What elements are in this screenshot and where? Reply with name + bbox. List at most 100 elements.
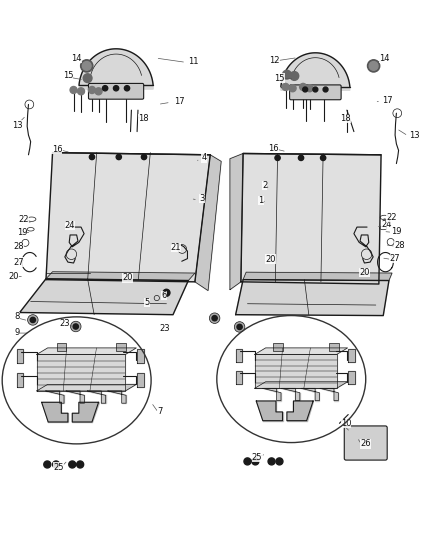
Text: 11: 11 bbox=[188, 57, 199, 66]
Circle shape bbox=[321, 155, 326, 160]
Circle shape bbox=[77, 461, 84, 468]
Circle shape bbox=[113, 86, 119, 91]
Circle shape bbox=[369, 61, 378, 70]
Text: 10: 10 bbox=[341, 419, 351, 428]
Text: 24: 24 bbox=[65, 221, 75, 230]
Polygon shape bbox=[320, 389, 338, 401]
Circle shape bbox=[323, 87, 328, 92]
Circle shape bbox=[28, 314, 38, 325]
Circle shape bbox=[303, 87, 307, 92]
Circle shape bbox=[78, 88, 85, 95]
Text: 25: 25 bbox=[252, 453, 262, 462]
Polygon shape bbox=[17, 350, 23, 362]
Polygon shape bbox=[348, 349, 355, 362]
Circle shape bbox=[95, 88, 102, 95]
Text: 19: 19 bbox=[17, 228, 27, 237]
Text: 27: 27 bbox=[390, 254, 400, 263]
Text: 18: 18 bbox=[340, 114, 350, 123]
Circle shape bbox=[82, 61, 91, 70]
Circle shape bbox=[141, 155, 147, 159]
Text: 17: 17 bbox=[174, 97, 185, 106]
Text: 15: 15 bbox=[274, 74, 285, 83]
Polygon shape bbox=[46, 272, 195, 280]
Text: 13: 13 bbox=[410, 131, 420, 140]
Text: 27: 27 bbox=[13, 257, 24, 266]
Circle shape bbox=[71, 321, 81, 332]
Polygon shape bbox=[237, 349, 242, 362]
Text: 7: 7 bbox=[157, 407, 162, 416]
Text: 2: 2 bbox=[262, 181, 267, 190]
Text: 13: 13 bbox=[12, 120, 23, 130]
Text: 23: 23 bbox=[160, 324, 170, 333]
Circle shape bbox=[290, 71, 299, 80]
Circle shape bbox=[44, 461, 51, 468]
Polygon shape bbox=[46, 391, 64, 403]
Text: 16: 16 bbox=[268, 144, 279, 153]
Text: 8: 8 bbox=[14, 312, 19, 321]
Text: 1: 1 bbox=[258, 196, 264, 205]
FancyBboxPatch shape bbox=[290, 85, 341, 100]
Polygon shape bbox=[243, 272, 392, 280]
Circle shape bbox=[212, 316, 217, 321]
Text: 4: 4 bbox=[201, 154, 207, 163]
Polygon shape bbox=[236, 280, 389, 316]
Text: 28: 28 bbox=[13, 243, 24, 251]
Text: 15: 15 bbox=[63, 71, 73, 80]
Text: 22: 22 bbox=[18, 215, 29, 224]
Polygon shape bbox=[287, 401, 313, 421]
Text: 25: 25 bbox=[53, 463, 64, 472]
Polygon shape bbox=[46, 152, 210, 282]
Polygon shape bbox=[72, 402, 99, 422]
Circle shape bbox=[306, 85, 313, 92]
Polygon shape bbox=[20, 279, 188, 314]
Circle shape bbox=[234, 322, 245, 332]
FancyBboxPatch shape bbox=[344, 426, 387, 460]
Circle shape bbox=[81, 60, 93, 72]
Text: 20: 20 bbox=[123, 273, 133, 282]
Text: 12: 12 bbox=[269, 56, 280, 65]
Circle shape bbox=[124, 86, 130, 91]
Text: 20: 20 bbox=[359, 268, 370, 277]
Text: 26: 26 bbox=[360, 439, 371, 448]
Circle shape bbox=[276, 458, 283, 465]
Polygon shape bbox=[17, 374, 23, 386]
Circle shape bbox=[163, 289, 170, 296]
Text: 28: 28 bbox=[394, 241, 405, 250]
Circle shape bbox=[89, 155, 95, 159]
Polygon shape bbox=[237, 371, 242, 384]
Circle shape bbox=[30, 317, 35, 322]
Circle shape bbox=[116, 155, 121, 159]
Circle shape bbox=[252, 458, 259, 465]
Text: 3: 3 bbox=[199, 194, 205, 203]
Polygon shape bbox=[263, 389, 281, 401]
Circle shape bbox=[102, 86, 108, 91]
Circle shape bbox=[69, 461, 76, 468]
FancyBboxPatch shape bbox=[88, 84, 144, 99]
Bar bbox=[329, 343, 339, 351]
Polygon shape bbox=[241, 154, 381, 284]
Circle shape bbox=[298, 155, 304, 160]
Bar bbox=[117, 343, 126, 351]
Circle shape bbox=[289, 85, 296, 92]
Text: 24: 24 bbox=[381, 220, 392, 229]
Text: 14: 14 bbox=[379, 54, 390, 63]
Circle shape bbox=[268, 458, 275, 465]
Polygon shape bbox=[37, 384, 136, 391]
Polygon shape bbox=[108, 391, 126, 403]
Polygon shape bbox=[37, 348, 136, 354]
Text: 19: 19 bbox=[391, 227, 401, 236]
Polygon shape bbox=[138, 374, 144, 386]
Circle shape bbox=[237, 324, 242, 329]
Text: 20: 20 bbox=[265, 255, 276, 263]
Polygon shape bbox=[348, 371, 355, 384]
Circle shape bbox=[275, 155, 280, 160]
Polygon shape bbox=[255, 382, 348, 389]
Polygon shape bbox=[138, 350, 144, 362]
Circle shape bbox=[209, 313, 220, 324]
Text: 9: 9 bbox=[14, 328, 19, 337]
Circle shape bbox=[313, 87, 318, 92]
Text: 22: 22 bbox=[386, 213, 397, 222]
Bar bbox=[273, 343, 283, 351]
Text: 18: 18 bbox=[138, 115, 149, 124]
Circle shape bbox=[53, 461, 60, 468]
